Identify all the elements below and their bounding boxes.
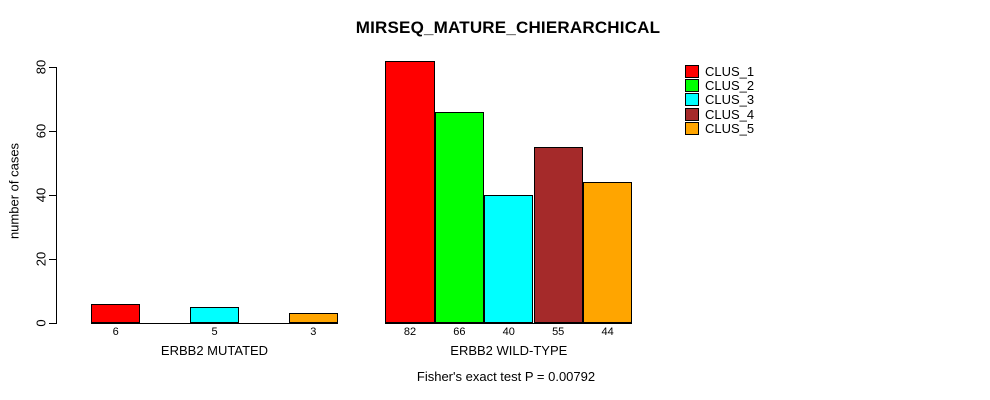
bar-clus_3 — [189, 307, 240, 323]
y-axis-tick — [49, 195, 56, 196]
group-label: ERBB2 WILD-TYPE — [450, 343, 568, 358]
annotation-text: Fisher's exact test P = 0.00792 — [416, 369, 596, 384]
y-axis-tick-label: 40 — [33, 187, 49, 203]
bar-clus_1 — [91, 304, 141, 323]
legend-swatch-icon — [685, 79, 699, 93]
legend-label: CLUS_1 — [705, 63, 755, 79]
bar-value-label: 66 — [453, 326, 466, 338]
bar-clus_1 — [385, 61, 435, 323]
y-axis-line — [56, 67, 57, 324]
legend-label: CLUS_2 — [705, 78, 755, 94]
y-axis-tick — [49, 323, 56, 324]
y-axis-label: number of cases — [6, 142, 22, 240]
legend-label: CLUS_3 — [705, 92, 755, 108]
group-baseline — [91, 323, 338, 324]
y-axis-tick-label: 0 — [33, 319, 49, 327]
bar-clus_5 — [288, 313, 338, 323]
y-axis-tick-label: 80 — [33, 59, 49, 75]
legend-label: CLUS_4 — [705, 106, 755, 122]
legend-item: CLUS_1 — [685, 63, 755, 79]
legend-swatch-icon — [685, 64, 699, 78]
bar-clus_4 — [533, 147, 583, 323]
legend-item: CLUS_5 — [685, 121, 755, 137]
y-axis-tick — [49, 259, 56, 260]
bar-value-label: 3 — [310, 326, 317, 338]
bar-value-label: 5 — [211, 326, 218, 338]
y-axis-tick — [49, 67, 56, 68]
legend-swatch-icon — [685, 107, 699, 121]
y-axis-tick — [49, 131, 56, 132]
bar-clus_3 — [484, 195, 534, 323]
y-axis-tick-label: 60 — [33, 123, 49, 139]
bar-clus_2 — [434, 112, 485, 323]
legend: CLUS_1 CLUS_2 CLUS_3 CLUS_4 CLUS_5 — [685, 64, 754, 136]
legend-item: CLUS_3 — [685, 92, 755, 108]
legend-swatch-icon — [685, 93, 699, 107]
y-axis-tick-label: 20 — [33, 251, 49, 267]
chart-title: MIRSEQ_MATURE_CHIERARCHICAL — [355, 18, 661, 37]
group-baseline — [385, 323, 633, 324]
legend-item: CLUS_4 — [685, 106, 755, 122]
bar-clus_5 — [582, 182, 633, 323]
bar-value-label: 44 — [601, 326, 614, 338]
bar-value-label: 82 — [403, 326, 417, 338]
legend-item: CLUS_2 — [685, 78, 755, 94]
bar-value-label: 55 — [552, 326, 565, 338]
group-label: ERBB2 MUTATED — [160, 343, 269, 358]
bar-value-label: 40 — [502, 326, 515, 338]
bar-value-label: 6 — [112, 326, 119, 338]
legend-label: CLUS_5 — [705, 121, 755, 137]
legend-swatch-icon — [685, 122, 699, 136]
